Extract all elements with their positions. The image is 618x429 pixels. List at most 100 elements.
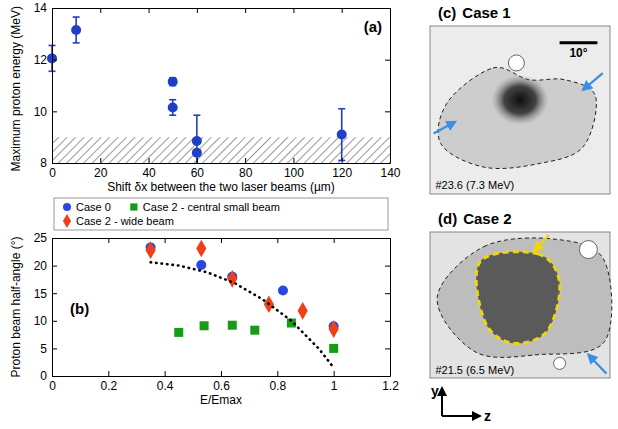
tick-label: 140 <box>380 166 400 180</box>
beam-outline <box>438 67 596 168</box>
legend: Case 0 Case 2 - central small beam Case 2 … <box>54 198 388 230</box>
x-axis-title: Shift δx between the two laser beams (µm… <box>107 180 335 194</box>
panel-label: (a) <box>364 18 382 35</box>
tick <box>165 238 166 243</box>
tick-mark <box>165 238 166 243</box>
tick: 15 <box>34 287 57 301</box>
tick: 14 <box>34 1 57 15</box>
tick <box>100 8 101 13</box>
tick-label: 60 <box>191 166 205 180</box>
tick-mark <box>52 111 57 112</box>
legend-label: Case 2 - wide beam <box>76 215 174 227</box>
film-panel: (c)Case 110°#23.6 (7.3 MeV) <box>430 4 610 194</box>
legend-label: Case 0 <box>76 201 111 213</box>
fit-curve <box>151 262 334 367</box>
tick: 0 <box>40 369 57 383</box>
tick-mark <box>221 371 222 376</box>
figure: 0204060801001201408101214Shift δx betwee… <box>0 0 618 429</box>
tick-label: 14 <box>34 1 48 15</box>
axis-line <box>53 163 391 164</box>
glyph-label: z <box>484 408 491 424</box>
tick-mark <box>385 266 390 267</box>
data-point <box>200 321 209 330</box>
tick <box>385 238 390 239</box>
tick-mark <box>385 348 390 349</box>
tick-mark <box>52 376 57 377</box>
tick: 25 <box>34 231 57 245</box>
tick-mark <box>385 163 390 164</box>
tick-mark <box>197 158 198 163</box>
axes-glyph: yz <box>431 383 491 424</box>
tick-label: 0 <box>40 369 47 383</box>
tick <box>385 163 390 164</box>
data-point <box>145 241 155 259</box>
tick-mark <box>100 158 101 163</box>
y-axis-title: Proton beam half-angle (°) <box>9 237 23 378</box>
legend-item: Case 2 - wide beam <box>63 214 174 228</box>
tick-label: 8 <box>40 156 47 170</box>
data-point <box>337 130 347 140</box>
tick-label: 12 <box>34 53 48 67</box>
film-panel: (d)Case 2#21.5 (6.5 MeV) <box>430 210 612 378</box>
tick: 10 <box>34 314 57 328</box>
legend-item: Case 2 - central small beam <box>130 201 280 213</box>
tick-label: 120 <box>332 166 352 180</box>
tick <box>385 266 390 267</box>
scale-label: 10° <box>569 46 587 60</box>
film-caption: #23.6 (7.3 MeV) <box>435 179 514 191</box>
tick: 120 <box>332 158 352 180</box>
tick-label: 25 <box>34 231 48 245</box>
tick: 60 <box>191 158 205 180</box>
tick-mark <box>245 158 246 163</box>
tick-label: 5 <box>40 342 47 356</box>
pointer-arrow <box>588 355 606 374</box>
tick <box>385 111 390 112</box>
film-hole <box>579 241 597 259</box>
tick-mark <box>277 238 278 243</box>
tick: 5 <box>40 342 57 356</box>
tick-label: 15 <box>34 287 48 301</box>
data-point <box>278 285 288 295</box>
tick-label: 100 <box>284 166 304 180</box>
data-point <box>168 102 178 112</box>
pointer-arrow <box>534 235 548 251</box>
panel-label: (c) <box>438 4 456 21</box>
tick <box>221 238 222 243</box>
tick-label: 0.6 <box>213 379 230 393</box>
tick <box>108 238 109 243</box>
axis-line <box>390 9 391 164</box>
tick-mark <box>52 163 57 164</box>
tick <box>342 8 343 13</box>
glyph-arrow <box>441 388 443 416</box>
x-axis-top <box>53 238 391 243</box>
tick: 80 <box>239 158 253 180</box>
tick-mark <box>334 238 335 243</box>
tick <box>277 238 278 243</box>
tick-mark <box>385 60 390 61</box>
x-axis-title: E/Emax <box>200 393 242 407</box>
axis-line <box>52 9 53 164</box>
data-point <box>168 77 178 87</box>
panel-label: (d) <box>438 210 457 227</box>
tick: 0.4 <box>157 371 174 393</box>
pointer-arrow <box>434 122 456 134</box>
tick-label: 0.2 <box>100 379 117 393</box>
beam-outline <box>437 238 612 357</box>
tick-label: 10 <box>34 314 48 328</box>
tick <box>385 348 390 349</box>
data-point <box>196 260 206 270</box>
tick-mark <box>293 158 294 163</box>
tick <box>385 8 390 9</box>
pointer-arrow <box>583 73 603 90</box>
tick-mark <box>342 8 343 13</box>
error-cap <box>338 108 345 110</box>
tick-label: 1 <box>331 379 338 393</box>
tick-label: 80 <box>239 166 253 180</box>
plot-area <box>145 240 338 368</box>
tick-mark <box>385 238 390 239</box>
y-axis-right <box>385 9 391 164</box>
x-axis: 00.20.40.60.811.2 <box>49 371 399 393</box>
x-axis-top <box>53 8 391 13</box>
tick-mark <box>52 293 57 294</box>
y-axis: 0510152025 <box>34 231 57 383</box>
